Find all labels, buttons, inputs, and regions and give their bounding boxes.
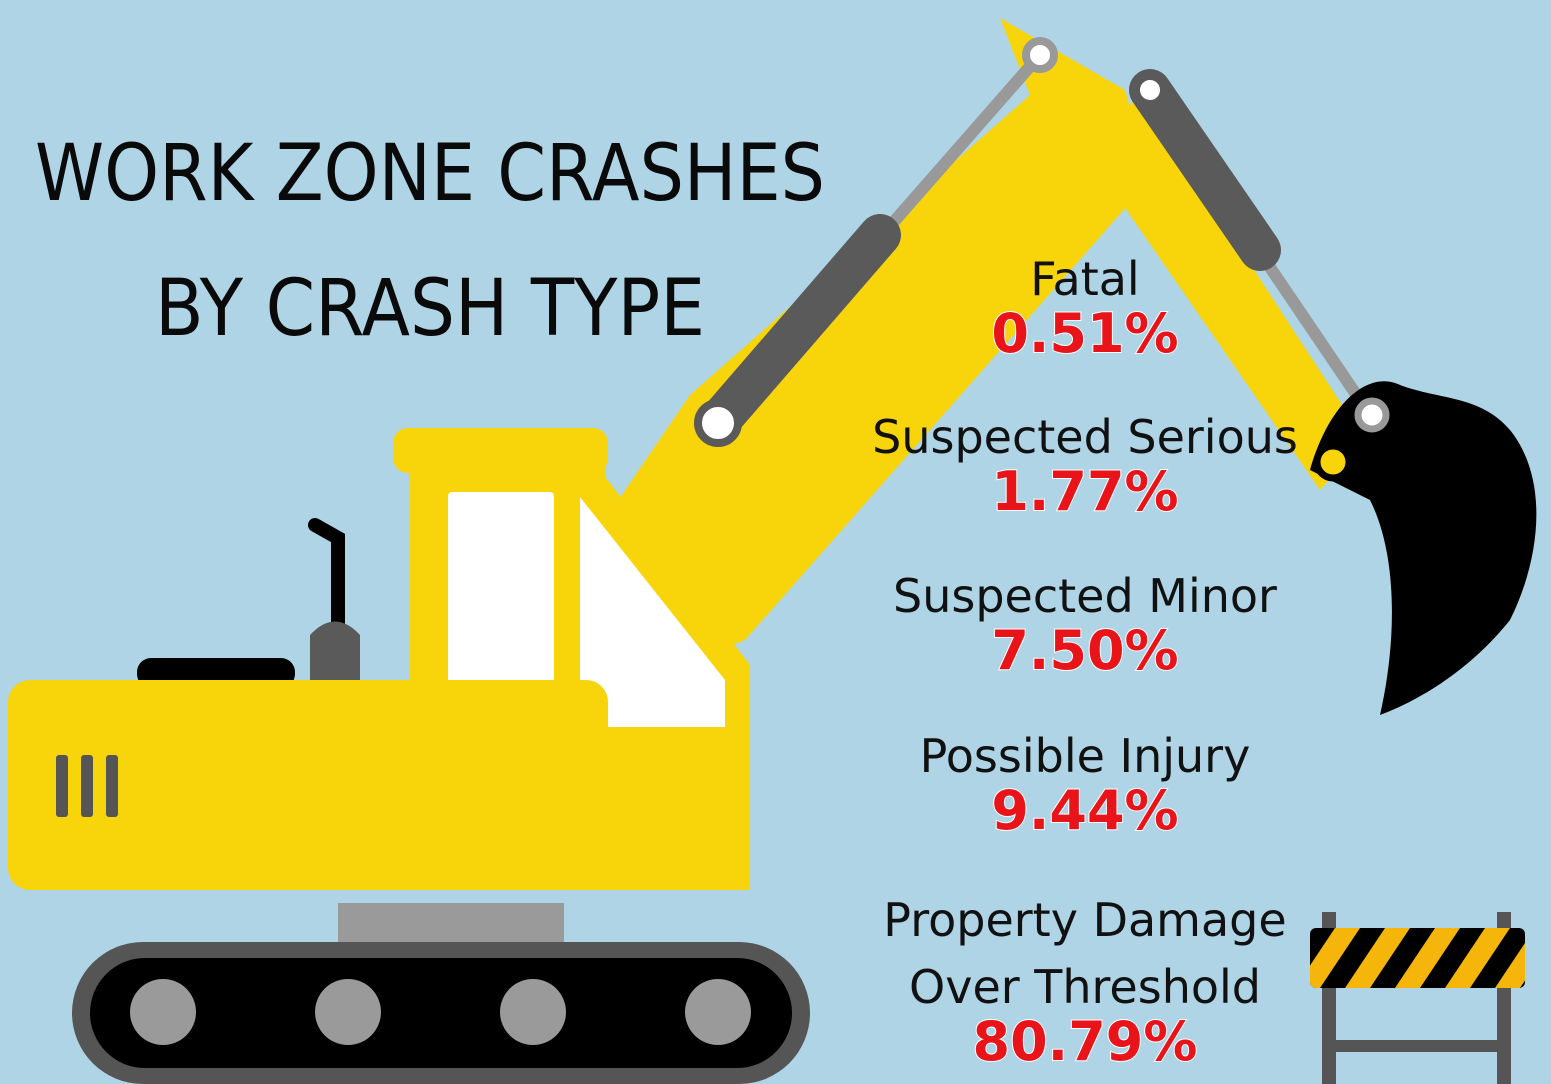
crash-type-label: Suspected Minor bbox=[893, 569, 1277, 623]
wheel bbox=[685, 979, 751, 1045]
page: WORK ZONE CRASHES BY CRASH TYPE Fatal0.5… bbox=[0, 0, 1551, 1084]
pin bbox=[1026, 41, 1054, 69]
turntable bbox=[338, 903, 564, 945]
vent bbox=[81, 755, 93, 817]
vent bbox=[56, 755, 68, 817]
wheel bbox=[130, 979, 196, 1045]
crash-type-label: Over Threshold bbox=[909, 960, 1261, 1014]
crash-type-percent: 1.77% bbox=[991, 460, 1178, 523]
body bbox=[8, 680, 608, 890]
crash-type-percent: 9.44% bbox=[991, 779, 1178, 842]
pin bbox=[1317, 446, 1349, 478]
infographic: WORK ZONE CRASHES BY CRASH TYPE Fatal0.5… bbox=[0, 0, 1551, 1084]
crash-type-percent: 7.50% bbox=[991, 619, 1178, 682]
crash-type-label: Fatal bbox=[1030, 252, 1139, 306]
pin bbox=[1358, 401, 1386, 429]
crash-type-percent: 80.79% bbox=[973, 1010, 1198, 1073]
crash-type-percent: 0.51% bbox=[991, 302, 1178, 365]
pin bbox=[1136, 76, 1164, 104]
crash-type-label: Possible Injury bbox=[920, 729, 1251, 783]
crash-type-label: Property Damage bbox=[883, 893, 1286, 947]
crash-type-label: Suspected Serious bbox=[872, 410, 1298, 464]
wheel bbox=[315, 979, 381, 1045]
title: WORK ZONE CRASHES bbox=[35, 129, 825, 219]
crossbar bbox=[1322, 1040, 1511, 1052]
vent bbox=[106, 755, 118, 817]
muffler bbox=[310, 622, 360, 681]
wheel bbox=[500, 979, 566, 1045]
title: BY CRASH TYPE bbox=[155, 264, 705, 354]
pin bbox=[698, 403, 738, 443]
